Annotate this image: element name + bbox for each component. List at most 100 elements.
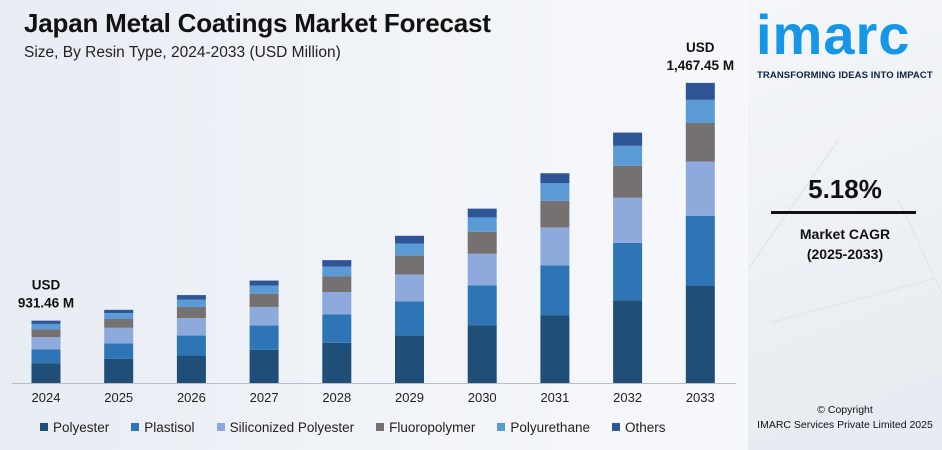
x-tick-label-2025: 2025 <box>104 390 133 405</box>
chart-subtitle: Size, By Resin Type, 2024-2033 (USD Mill… <box>24 44 341 61</box>
x-tick-label-2029: 2029 <box>395 390 424 405</box>
bar-segment-plastisol-2025 <box>104 343 134 359</box>
legend-item-polyurethane: Polyurethane <box>497 420 590 435</box>
decorative-line <box>770 278 936 323</box>
bar-segment-others-2025 <box>104 309 134 314</box>
legend-item-others: Others <box>611 419 666 435</box>
bar-segment-polyester-2028 <box>322 342 352 383</box>
legend-label: Polyester <box>53 419 110 435</box>
legend-swatch <box>40 423 48 431</box>
bar-segment-others-2029 <box>395 235 424 244</box>
bar-segment-fluoropolymer-2028 <box>322 276 352 293</box>
bar-segment-siliconized-polyester-2032 <box>613 197 643 243</box>
bar-segment-plastisol-2033 <box>685 215 715 286</box>
x-tick-label-2028: 2028 <box>322 390 351 405</box>
bar-segment-plastisol-2029 <box>395 301 424 336</box>
bar-segment-siliconized-polyester-2026 <box>176 317 206 336</box>
bar-segment-fluoropolymer-2027 <box>249 293 279 307</box>
bar-segment-plastisol-2031 <box>540 265 570 316</box>
legend-label: Fluoropolymer <box>389 419 476 435</box>
legend-label: Polyurethane <box>510 419 590 435</box>
legend-swatch <box>131 423 140 431</box>
bar-segment-others-2028 <box>322 260 352 267</box>
bar-segment-siliconized-polyester-2031 <box>540 227 570 266</box>
logo-tagline: TRANSFORMING IDEAS INTO IMPACT <box>757 70 933 81</box>
cagr-value: 5.18% <box>808 174 882 204</box>
bar-segment-polyurethane-2026 <box>176 299 206 307</box>
bar-segment-fluoropolymer-2025 <box>104 319 134 328</box>
bar-segment-polyester-2029 <box>395 335 424 383</box>
bar-segment-fluoropolymer-2024 <box>31 329 61 338</box>
bar-segment-fluoropolymer-2026 <box>176 306 206 318</box>
bar-segment-others-2024 <box>31 320 61 324</box>
bar-segment-polyester-2032 <box>613 300 643 383</box>
cagr-label: Market CAGR <box>799 226 891 242</box>
bar-segment-polyester-2027 <box>249 349 279 383</box>
legend-swatch <box>216 423 225 431</box>
x-tick-label-2032: 2032 <box>613 390 642 405</box>
chart-panel: Japan Metal Coatings Market Forecast Siz… <box>0 0 748 450</box>
bar-segment-siliconized-polyester-2028 <box>322 292 352 315</box>
bar-segment-polyurethane-2028 <box>322 266 352 277</box>
bar-segment-siliconized-polyester-2030 <box>467 253 497 286</box>
chart-legend: Polyester Plastisol Siliconized Polyester F… <box>40 418 687 436</box>
bar-segment-polyurethane-2027 <box>249 285 279 294</box>
bar-segment-polyurethane-2024 <box>31 323 61 330</box>
cagr-divider <box>771 211 916 214</box>
bar-segment-siliconized-polyester-2029 <box>395 274 424 302</box>
legend-swatch <box>376 423 385 431</box>
legend-item-plastisol: Plastisol <box>131 420 195 435</box>
value-annotation-label: USD <box>686 40 715 55</box>
side-panel: imarc TRANSFORMING IDEAS INTO IMPACT 5.1… <box>748 0 942 450</box>
bar-segment-polyester-2025 <box>104 358 134 383</box>
bar-segment-plastisol-2027 <box>249 325 279 350</box>
value-annotation-value: 1,467.45 M <box>667 58 735 73</box>
bar-segment-others-2027 <box>249 280 279 286</box>
bar-segment-fluoropolymer-2029 <box>395 255 424 275</box>
bar-segment-siliconized-polyester-2033 <box>685 161 715 216</box>
legend-item-siliconized-polyester: Siliconized Polyester <box>216 419 355 435</box>
bar-segment-plastisol-2024 <box>31 349 61 364</box>
bar-segment-polyurethane-2032 <box>613 145 643 166</box>
bar-segment-others-2033 <box>685 82 715 100</box>
bar-segment-polyurethane-2025 <box>104 313 134 320</box>
cagr-period: (2025-2033) <box>806 246 884 262</box>
value-annotation-label: USD <box>32 278 61 293</box>
bar-segment-siliconized-polyester-2025 <box>104 327 134 344</box>
bar-segment-fluoropolymer-2031 <box>540 200 570 228</box>
legend-item-fluoropolymer: Fluoropolymer <box>376 420 475 435</box>
bar-segment-fluoropolymer-2032 <box>613 165 643 198</box>
bar-segment-siliconized-polyester-2024 <box>31 337 61 350</box>
copyright-owner: IMARC Services Private Limited 2025 <box>757 419 933 431</box>
bar-segment-others-2032 <box>613 132 643 146</box>
bar-segment-fluoropolymer-2030 <box>467 231 497 254</box>
bar-segment-polyester-2024 <box>31 363 61 383</box>
bar-segment-plastisol-2032 <box>613 242 643 301</box>
bar-segment-polyester-2026 <box>176 355 206 383</box>
legend-label: Others <box>624 419 666 435</box>
chart-title: Japan Metal Coatings Market Forecast <box>24 8 491 38</box>
x-tick-label-2027: 2027 <box>250 390 279 405</box>
legend-label: Siliconized Polyester <box>229 419 355 435</box>
x-tick-label-2026: 2026 <box>177 390 206 405</box>
x-tick-label-2030: 2030 <box>468 390 497 405</box>
x-tick-label-2031: 2031 <box>540 390 569 405</box>
bar-segment-siliconized-polyester-2027 <box>249 306 279 326</box>
bar-segment-polyester-2031 <box>540 315 570 383</box>
value-annotation-value: 931.46 M <box>18 296 74 311</box>
bar-segment-polyurethane-2031 <box>540 183 570 201</box>
bar-segment-polyurethane-2033 <box>685 99 715 123</box>
bar-segment-others-2030 <box>467 208 497 218</box>
bar-segment-others-2026 <box>176 295 206 300</box>
bar-segment-others-2031 <box>540 173 570 184</box>
legend-swatch <box>497 423 506 431</box>
bar-segment-plastisol-2030 <box>467 285 497 326</box>
legend-swatch <box>611 423 620 431</box>
stacked-bar-chart: 2024 2025 2026 2027 2028 2029 2030 2031 2032 2033… <box>12 40 736 405</box>
bar-segment-plastisol-2028 <box>322 314 352 343</box>
imarc-logo: imarc <box>756 3 911 66</box>
legend-item-polyester: Polyester <box>40 420 109 435</box>
bar-segment-polyurethane-2030 <box>467 217 497 232</box>
bar-segment-polyester-2033 <box>685 285 715 383</box>
bar-segment-fluoropolymer-2033 <box>685 122 715 162</box>
